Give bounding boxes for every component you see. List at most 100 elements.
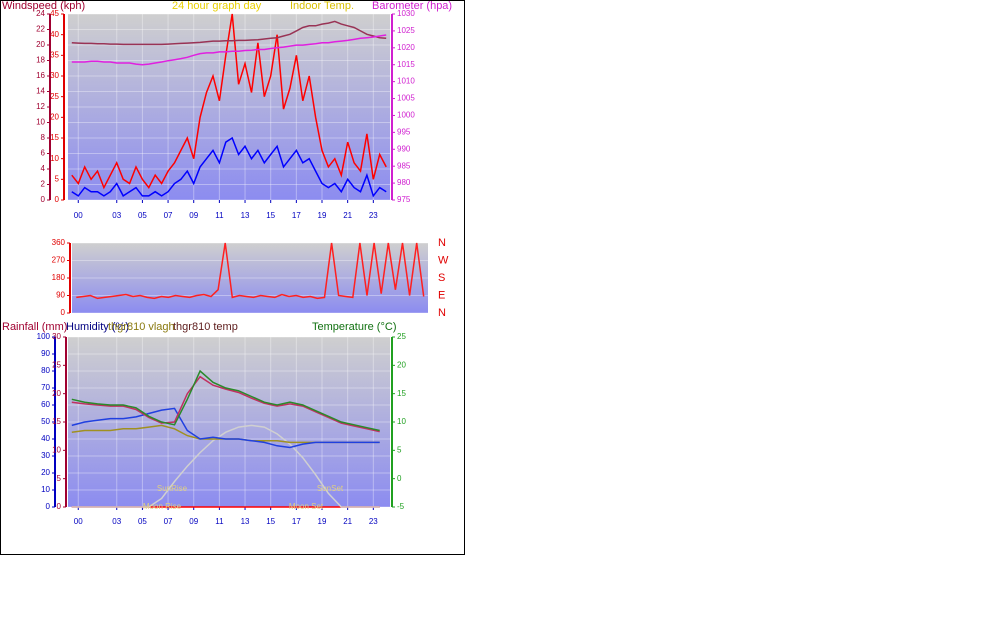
x-tick-label: 07 <box>164 517 173 526</box>
y-tick-label: 60 <box>41 400 50 409</box>
y-tick-label: 5 <box>397 445 402 454</box>
axis-title: thgr810 vlagh <box>108 321 175 333</box>
axis-title: 24 hour graph day <box>172 0 262 12</box>
y-tick-label: 14 <box>36 87 45 96</box>
y-tick-label: 10 <box>52 445 61 454</box>
y-tick-label: 10 <box>41 485 50 494</box>
compass-label: S <box>438 272 445 284</box>
series-line <box>71 375 380 433</box>
y-tick-label: 45 <box>50 9 59 18</box>
y-tick-label: 4 <box>41 164 46 173</box>
series-line <box>71 407 380 449</box>
y-tick-label: 5 <box>57 474 62 483</box>
y-tick-label: 24 <box>36 9 45 18</box>
y-tick-label: 25 <box>52 360 61 369</box>
x-tick-label: 11 <box>215 517 224 526</box>
y-tick-label: 35 <box>50 50 59 59</box>
x-tick-label: 00 <box>74 211 83 220</box>
y-tick-label: 40 <box>50 30 59 39</box>
y-tick-label: 20 <box>36 40 45 49</box>
y-tick-label: 90 <box>41 349 50 358</box>
y-tick-label: 1020 <box>397 43 415 52</box>
y-tick-label: 1005 <box>397 94 415 103</box>
y-tick-label: -5 <box>397 502 405 511</box>
y-tick-label: 16 <box>36 71 45 80</box>
y-tick-label: 40 <box>41 434 50 443</box>
x-tick-label: 17 <box>292 211 301 220</box>
plot-area <box>68 337 390 507</box>
annotation: Moon Rise <box>143 502 182 511</box>
x-tick-label: 09 <box>189 517 198 526</box>
y-tick-label: 1015 <box>397 60 415 69</box>
y-tick-label: 985 <box>397 161 411 170</box>
y-tick-label: 0 <box>61 308 66 317</box>
y-tick-label: 8 <box>41 133 46 142</box>
compass-label: N <box>438 307 446 319</box>
x-tick-label: 13 <box>241 517 250 526</box>
y-tick-label: 80 <box>41 366 50 375</box>
x-tick-label: 05 <box>138 211 147 220</box>
x-tick-label: 23 <box>369 517 378 526</box>
y-tick-label: 30 <box>52 332 61 341</box>
x-tick-label: 13 <box>241 211 250 220</box>
x-tick-label: 21 <box>343 211 352 220</box>
y-tick-label: 30 <box>50 71 59 80</box>
x-tick-label: 19 <box>318 211 327 220</box>
y-tick-label: 5 <box>55 174 60 183</box>
y-tick-label: 20 <box>397 360 406 369</box>
y-tick-label: 15 <box>397 389 406 398</box>
axis-title: Barometer (hpa) <box>372 0 452 12</box>
y-tick-label: 2 <box>41 180 46 189</box>
y-tick-label: 0 <box>57 502 62 511</box>
y-tick-label: 10 <box>397 417 406 426</box>
x-tick-label: 05 <box>138 517 147 526</box>
x-tick-label: 03 <box>112 517 121 526</box>
x-tick-label: 23 <box>369 211 378 220</box>
y-tick-label: 15 <box>50 133 59 142</box>
x-tick-label: 17 <box>292 517 301 526</box>
axis-title: Rainfall (mm) <box>2 321 67 333</box>
y-tick-label: 18 <box>36 56 45 65</box>
y-tick-label: 30 <box>41 451 50 460</box>
y-tick-label: 0 <box>397 474 402 483</box>
axis-title: Indoor Temp. <box>290 0 354 12</box>
compass-label: W <box>438 254 449 266</box>
x-tick-label: 19 <box>318 517 327 526</box>
series-line <box>71 424 380 508</box>
y-tick-label: 50 <box>41 417 50 426</box>
y-tick-label: 15 <box>52 417 61 426</box>
annotation: Moon Set <box>289 502 324 511</box>
y-tick-label: 25 <box>397 332 406 341</box>
series-line <box>71 34 387 66</box>
compass-label: N <box>438 237 446 249</box>
y-tick-label: 10 <box>50 154 59 163</box>
y-tick-label: 0 <box>46 502 51 511</box>
y-tick-label: 6 <box>41 149 46 158</box>
y-tick-label: 1025 <box>397 26 415 35</box>
y-tick-label: 980 <box>397 178 411 187</box>
y-tick-label: 22 <box>36 25 45 34</box>
series-line <box>71 13 387 190</box>
y-tick-label: 90 <box>56 291 65 300</box>
y-tick-label: 20 <box>50 112 59 121</box>
series-line <box>71 20 387 46</box>
y-tick-label: 180 <box>52 273 66 282</box>
y-tick-label: 1010 <box>397 77 415 86</box>
axis-title: Humidity (%) <box>66 321 129 333</box>
y-tick-label: 990 <box>397 144 411 153</box>
y-tick-label: 70 <box>41 383 50 392</box>
axis-title: thgr810 temp <box>173 321 238 333</box>
y-tick-label: 270 <box>52 256 66 265</box>
x-tick-label: 07 <box>164 211 173 220</box>
series-line <box>71 136 387 198</box>
y-tick-label: 20 <box>41 468 50 477</box>
y-tick-label: 12 <box>36 102 45 111</box>
series-line <box>76 242 425 300</box>
x-tick-label: 15 <box>266 517 275 526</box>
y-tick-label: 1000 <box>397 111 415 120</box>
x-tick-label: 09 <box>189 211 198 220</box>
y-tick-label: 975 <box>397 195 411 204</box>
x-tick-label: 15 <box>266 211 275 220</box>
x-tick-label: 00 <box>74 517 83 526</box>
